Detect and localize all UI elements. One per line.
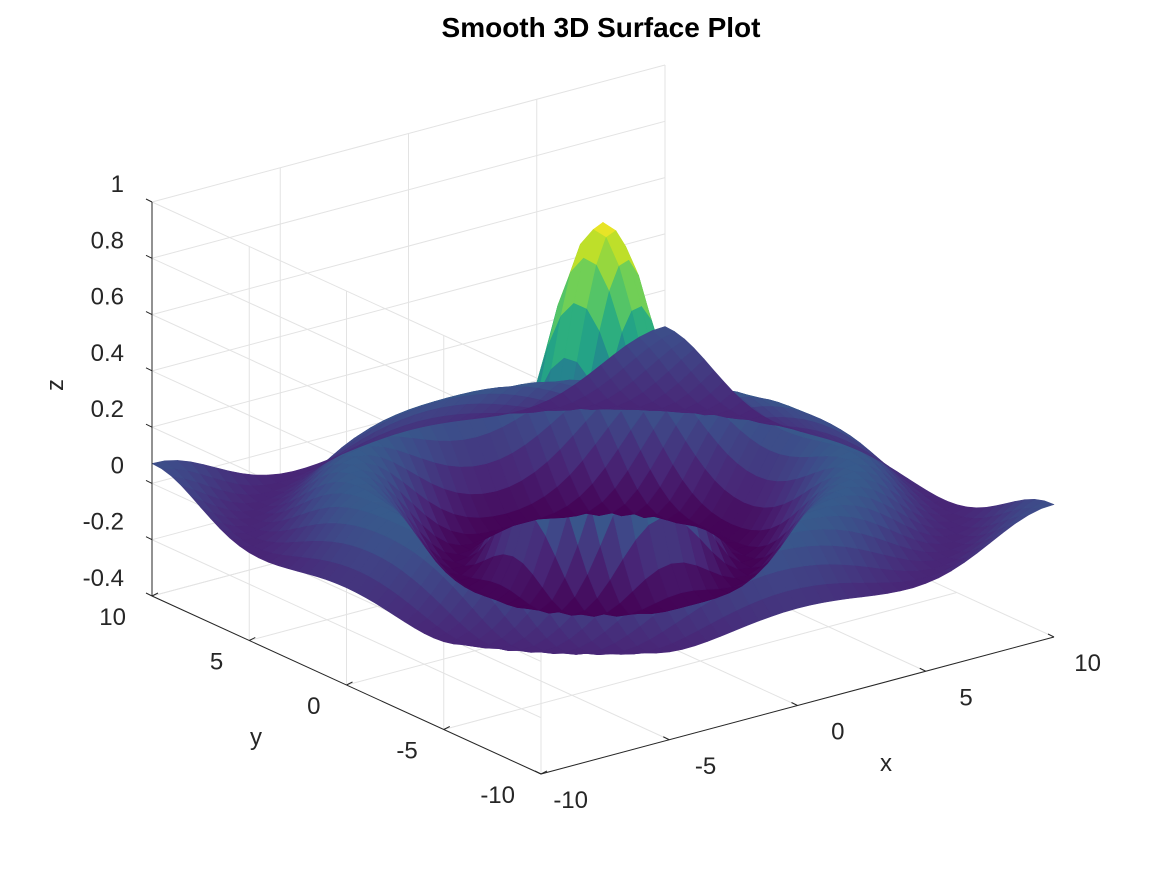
z-tick-label: 0.4	[91, 340, 124, 367]
surface-patch	[651, 326, 676, 339]
y-tick-label: 10	[99, 604, 126, 631]
z-tick-label: -0.2	[83, 509, 124, 536]
grid-line-y-floor	[443, 592, 957, 730]
z-axis-label: z	[42, 379, 69, 391]
z-tick-label: 0.6	[91, 284, 124, 311]
y-tick-label: 0	[307, 693, 320, 720]
y-tick-mark	[151, 592, 159, 597]
z-tick-mark	[145, 423, 153, 428]
x-tick-label: -10	[553, 787, 588, 814]
y-tick-label: 5	[210, 649, 223, 676]
z-tick-mark	[145, 479, 153, 484]
axes	[145, 198, 1055, 775]
x-tick-mark	[919, 667, 926, 672]
x-tick-label: 10	[1074, 650, 1101, 677]
z-tick-mark	[145, 198, 153, 203]
x-tick-label: -5	[695, 753, 716, 780]
z-tick-mark	[145, 536, 153, 541]
y-tick-mark	[346, 681, 353, 686]
surface	[151, 222, 1055, 656]
y-tick-label: -10	[480, 782, 515, 809]
y-tick-mark	[443, 726, 450, 730]
tick-labels: -10 -5 0 5 10 -10 -5 0 5 10 -0.4 -0.2 0 0.2 0.4 0.6 0.8 1	[83, 171, 1101, 814]
x-tick-label: 5	[959, 684, 972, 711]
z-tick-mark	[145, 367, 153, 372]
z-tick-label: -0.4	[83, 565, 124, 592]
y-axis-label: y	[250, 724, 262, 751]
x-tick-mark	[1047, 633, 1055, 638]
z-tick-label: 0	[111, 452, 124, 479]
z-tick-mark	[145, 254, 153, 259]
z-tick-mark	[145, 592, 153, 597]
x-tick-mark	[534, 770, 542, 775]
z-tick-label: 0.8	[91, 227, 124, 254]
z-tick-label: 1	[111, 171, 124, 198]
x-tick-mark	[663, 736, 670, 741]
x-axis-label: x	[880, 750, 892, 777]
y-tick-mark	[249, 637, 256, 641]
chart-title: Smooth 3D Surface Plot	[442, 12, 761, 43]
z-tick-label: 0.2	[91, 396, 124, 423]
z-tick-mark	[145, 311, 153, 316]
y-tick-label: -5	[396, 738, 417, 765]
x-tick-mark	[791, 702, 798, 706]
x-tick-label: 0	[831, 719, 844, 746]
y-tick-mark	[540, 770, 548, 775]
